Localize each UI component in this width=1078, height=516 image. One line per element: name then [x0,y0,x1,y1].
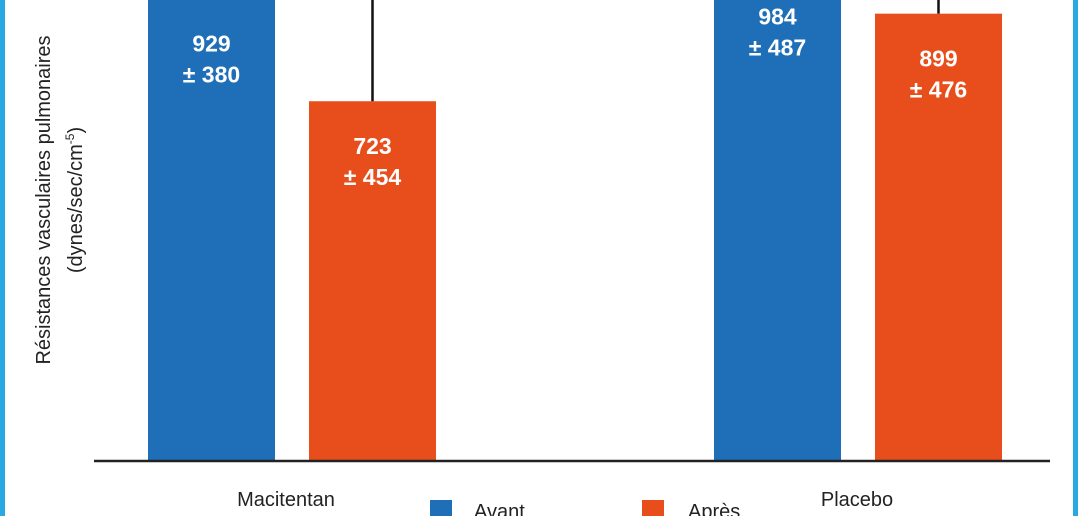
y-axis-label-line1: Résistances vasculaires pulmonaires [33,35,55,364]
y-axis-unit-label: (dynes/sec/cm-5) [63,127,87,273]
legend-label-avant: Avant [474,501,525,516]
bars-layer [148,0,1002,462]
data-label-error-macitentan-apres: ± 454 [344,164,402,190]
legend-swatch-avant [430,500,452,516]
y-axis-unit-sup: -5 [63,133,77,144]
data-label-error-placebo-apres: ± 476 [910,77,967,103]
data-labels-layer: 929 ± 380 984 ± 487 723 ± 454 899 ± 476 [183,3,967,190]
data-label-value-macitentan-apres: 723 [353,133,391,159]
data-label-error-macitentan-avant: ± 380 [183,62,240,88]
category-label-placebo: Placebo [821,489,893,511]
category-label-macitentan: Macitentan [237,489,335,511]
legend: Avant Après [430,500,740,516]
y-axis-unit-main: (dynes/sec/cm [65,144,87,273]
bar-placebo-apres [875,13,1002,462]
data-label-value-placebo-avant: 984 [758,3,797,29]
y-axis-unit-close: ) [65,127,87,134]
error-bars-layer [371,0,940,102]
bar-macitentan-avant [148,0,275,461]
bar-placebo-avant [714,0,841,461]
y-axis-label: Résistances vasculaires pulmonaires [33,35,55,364]
bar-macitentan-apres [309,101,436,461]
legend-swatch-apres [642,500,664,516]
data-label-value-macitentan-avant: 929 [192,31,230,57]
data-label-value-placebo-apres: 899 [919,46,957,72]
legend-label-apres: Après [688,501,740,516]
data-label-error-placebo-avant: ± 487 [749,34,806,60]
